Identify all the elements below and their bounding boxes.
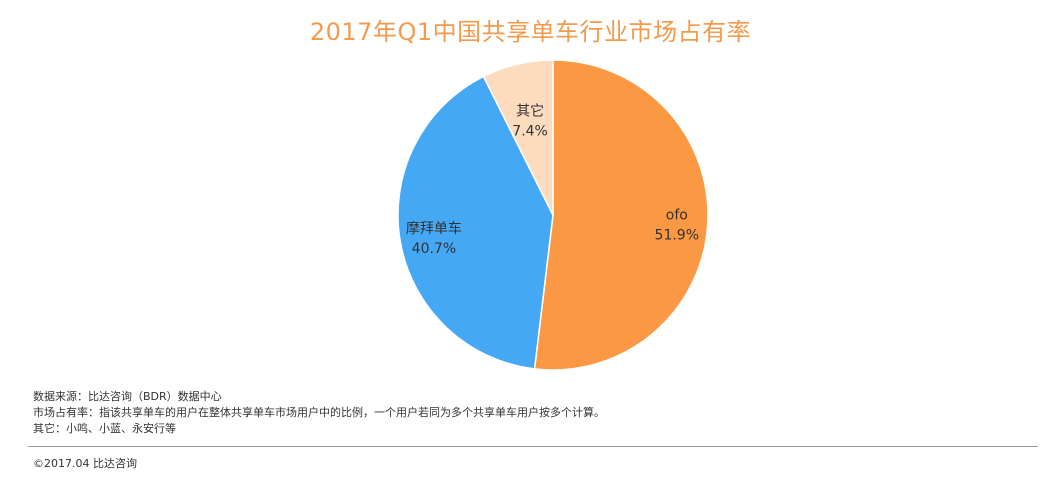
slice-label-other: 其它 [516, 103, 544, 120]
slice-value-other: 7.4% [512, 124, 548, 140]
slice-label-ofo: ofo [666, 207, 688, 223]
slice-value-mobike: 40.7% [412, 241, 456, 257]
others-note: 其它：小鸣、小蓝、永安行等 [33, 422, 176, 435]
source-note: 数据来源：比达咨询（BDR）数据中心 [33, 390, 222, 403]
pie-chart: ofo 51.9% 摩拜单车 40.7% 其它 7.4% [397, 59, 709, 371]
copyright-text: ©2017.04 比达咨询 [33, 457, 137, 470]
footer-divider [28, 446, 1038, 447]
definition-note: 市场占有率：指该共享单车的用户在整体共享单车市场用户中的比例，一个用户若同为多个… [33, 406, 605, 419]
chart-notes: 数据来源：比达咨询（BDR）数据中心 市场占有率：指该共享单车的用户在整体共享单… [33, 389, 605, 437]
pie-slice-ofo [533, 59, 709, 371]
chart-title: 2017年Q1中国共享单车行业市场占有率 [309, 18, 752, 46]
pie-slice-other [482, 59, 554, 216]
pie-slice-mobike [397, 75, 554, 370]
slice-value-ofo: 51.9% [655, 227, 699, 243]
slice-label-mobike: 摩拜单车 [406, 220, 462, 237]
